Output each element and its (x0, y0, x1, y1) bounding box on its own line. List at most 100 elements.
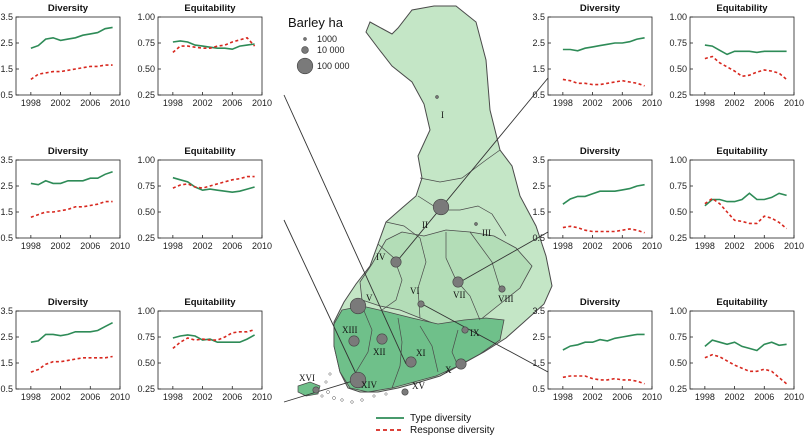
chart-panel: Equitability 1.00 0.75 0.50 0.25 1998 2002 2006… (669, 146, 804, 251)
type-diversity-line (562, 333, 645, 351)
x-tick-label: 2002 (51, 392, 71, 402)
x-tick-label: 2006 (80, 241, 100, 251)
chart-panel: Equitability 1.00 0.75 0.50 0.25 1998 2002 2006… (669, 3, 804, 108)
chart-panel: Equitability 1.00 0.75 0.50 0.25 1998 2002 2006… (137, 297, 272, 402)
barley-dot (455, 358, 467, 370)
y-tick-label: 0.25 (669, 233, 687, 243)
chart-panel: Diversity 3.5 2.5 1.5 0.5 1998 2002 2006 2010 (0, 146, 130, 251)
x-tick-label: 2010 (252, 241, 272, 251)
x-tick-label: 2006 (222, 98, 242, 108)
region-label: VIII (498, 294, 514, 304)
barley-dot (349, 297, 367, 315)
y-tick-label: 1.5 (532, 64, 545, 74)
y-tick-label: 3.5 (532, 306, 545, 316)
barley-dot (474, 222, 478, 226)
region-label: XI (416, 348, 426, 358)
barley-dot (405, 356, 417, 368)
region-label: XII (373, 347, 386, 357)
x-tick-label: 2002 (193, 98, 213, 108)
x-tick-label: 2010 (784, 241, 804, 251)
chart-title: Diversity (580, 297, 621, 308)
x-tick-label: 2002 (725, 98, 745, 108)
region-label: II (422, 220, 428, 230)
leader-line (283, 94, 407, 365)
y-tick-label: 0.25 (137, 90, 155, 100)
type-diversity-line (30, 170, 113, 186)
chart-frame (689, 16, 795, 96)
chart-frame (689, 159, 795, 239)
chart-frame (15, 16, 121, 96)
chart-frame (689, 310, 795, 390)
x-tick-label: 1998 (21, 241, 41, 251)
y-tick-label: 1.5 (0, 207, 13, 217)
x-tick-label: 1998 (553, 241, 573, 251)
x-tick-label: 1998 (163, 392, 183, 402)
legend-response-label: Response diversity (410, 425, 494, 435)
leader-lines (283, 77, 549, 403)
y-tick-label: 2.5 (532, 181, 545, 191)
response-diversity-line (30, 200, 113, 218)
x-tick-label: 2006 (754, 241, 774, 251)
y-tick-label: 0.25 (137, 233, 155, 243)
barley-dot (432, 198, 450, 216)
size-legend-label: 100 000 (317, 61, 350, 71)
region-label: III (482, 228, 491, 238)
x-tick-label: 2006 (754, 98, 774, 108)
x-tick-label: 1998 (163, 98, 183, 108)
leader-line (283, 219, 359, 379)
type-diversity-line (172, 176, 255, 194)
y-tick-label: 1.00 (669, 306, 687, 316)
size-legend-title: Barley ha (288, 15, 344, 30)
barley-dot (401, 388, 409, 396)
region-label: XV (412, 381, 425, 391)
chart-panel: Equitability 1.00 0.75 0.50 0.25 1998 2002 2006… (137, 3, 272, 108)
type-diversity-line (704, 44, 787, 56)
x-tick-label: 2002 (583, 392, 603, 402)
y-tick-label: 0.5 (532, 233, 545, 243)
leader-line (459, 231, 549, 283)
x-tick-label: 2010 (784, 392, 804, 402)
response-diversity-line (562, 225, 645, 234)
size-legend-dot (303, 37, 307, 41)
region-label: X (445, 365, 452, 375)
x-tick-label: 2002 (725, 392, 745, 402)
leader-line (283, 379, 357, 403)
y-tick-label: 0.5 (532, 90, 545, 100)
x-tick-label: 2010 (252, 98, 272, 108)
response-diversity-line (704, 55, 788, 81)
x-tick-label: 1998 (553, 98, 573, 108)
y-tick-label: 0.5 (0, 90, 13, 100)
y-tick-label: 0.25 (669, 90, 687, 100)
chart-panel: Equitability 1.00 0.75 0.50 0.25 1998 2002 2006… (137, 146, 272, 251)
x-tick-label: 2006 (612, 241, 632, 251)
y-tick-label: 0.75 (669, 332, 687, 342)
type-diversity-line (562, 183, 645, 205)
x-tick-label: 1998 (553, 392, 573, 402)
response-diversity-line (172, 328, 255, 350)
y-tick-label: 0.50 (137, 64, 155, 74)
type-diversity-line (30, 321, 113, 343)
x-tick-label: 2006 (80, 98, 100, 108)
type-diversity-line (172, 334, 255, 344)
response-diversity-line (172, 175, 255, 189)
size-legend-dot (301, 46, 309, 54)
barley-dot (498, 285, 506, 293)
chart-panel: Diversity 3.5 2.5 1.5 0.5 1998 2002 2006 2010 (0, 3, 130, 108)
chart-frame (157, 16, 263, 96)
map-southern-regions (333, 305, 505, 393)
x-tick-label: 2006 (80, 392, 100, 402)
chart-title: Equitability (716, 146, 768, 157)
size-legend-label: 1000 (317, 34, 337, 44)
x-tick-label: 2002 (51, 241, 71, 251)
y-tick-label: 2.5 (532, 38, 545, 48)
y-tick-label: 1.00 (669, 155, 687, 165)
region-label: VII (453, 290, 466, 300)
y-tick-label: 1.00 (137, 155, 155, 165)
y-tick-label: 3.5 (0, 12, 13, 22)
leader-line (397, 77, 549, 261)
chart-title: Diversity (48, 297, 89, 308)
region-label: IV (376, 252, 386, 262)
